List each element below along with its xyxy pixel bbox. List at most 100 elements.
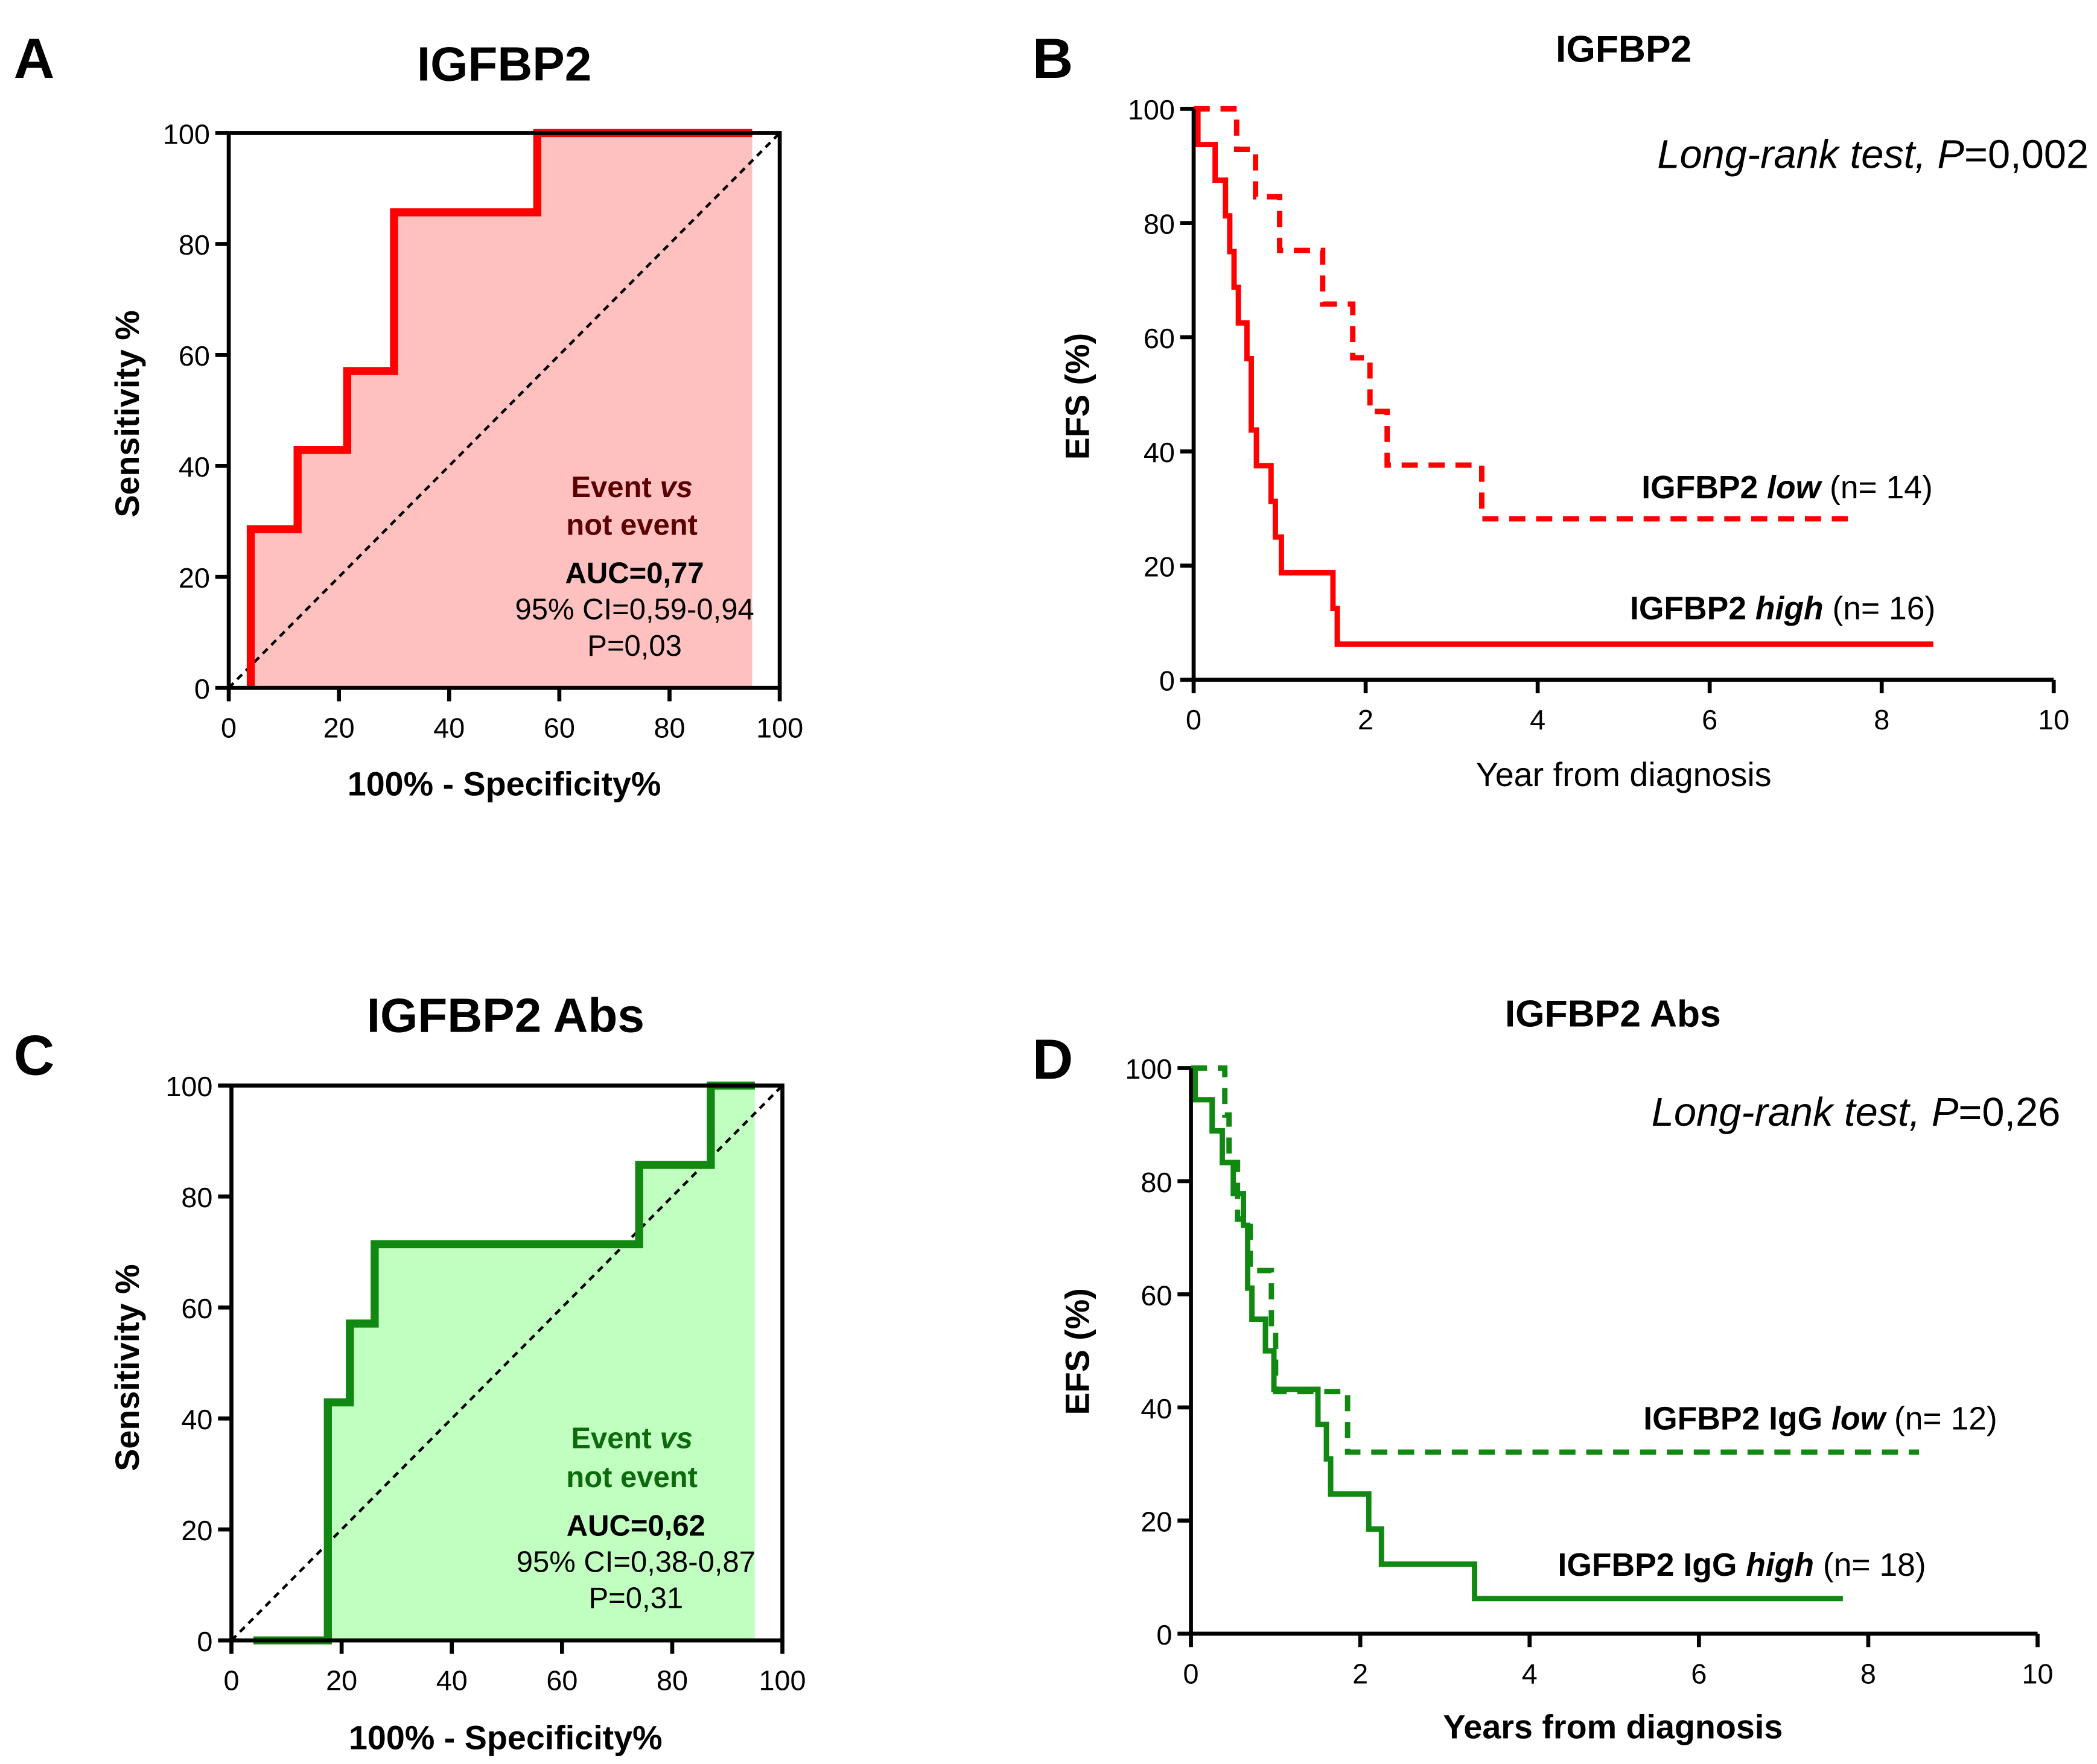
legend-n: (n= 18) [1814, 1547, 1926, 1583]
annotation-line2: not event [566, 1461, 698, 1494]
annotation-line1: Event [571, 1423, 660, 1455]
legend-bold: IGFBP2 [1630, 591, 1755, 627]
logrank-p-value: =0,26 [1958, 1090, 2060, 1135]
legend-italic: low [1767, 470, 1822, 506]
logrank-text: Long-rank test, [1657, 132, 1937, 177]
annotation-vs: vs [660, 1423, 693, 1455]
x-tick-label: 40 [436, 1665, 468, 1696]
x-tick-label: 60 [546, 1665, 578, 1696]
y-tick-label: 60 [181, 1293, 212, 1324]
roc-area [253, 1085, 755, 1641]
chart-d-ylabel: EFS (%) [1058, 1288, 1096, 1415]
y-tick-label: 20 [1144, 551, 1175, 582]
annotation-p: P=0,03 [587, 630, 682, 662]
y-tick-label: 80 [1144, 208, 1175, 240]
legend-bold: IGFBP2 IgG [1643, 1401, 1831, 1436]
x-tick-label: 2 [1352, 1658, 1368, 1689]
legend-italic: low [1831, 1401, 1887, 1436]
x-tick-label: 10 [2022, 1658, 2054, 1689]
x-tick-label: 100 [756, 712, 803, 744]
x-tick-label: 6 [1702, 704, 1717, 735]
chart-b-title: IGFBP2 [1556, 28, 1691, 70]
roc-curve [253, 1081, 755, 1645]
x-tick-label: 20 [326, 1665, 357, 1696]
km-curve-low [1194, 106, 1856, 522]
x-tick-label: 6 [1691, 1658, 1707, 1689]
km-curve-high [1191, 1065, 1843, 1602]
x-tick-label: 4 [1530, 704, 1545, 735]
x-tick-label: 0 [1183, 1658, 1199, 1689]
chart-d-xlabel: Years from diagnosis [1443, 1708, 1783, 1746]
panel-letter-b: B [1033, 27, 1074, 90]
y-tick-label: 60 [179, 340, 210, 372]
x-tick-label: 0 [1186, 704, 1201, 735]
x-tick-label: 40 [433, 712, 465, 744]
chart-b-legend-high: IGFBP2 high (n= 16) [1630, 591, 1935, 627]
x-tick-label: 100 [759, 1665, 806, 1696]
y-tick-label: 60 [1144, 323, 1175, 354]
y-tick-label: 0 [1156, 1619, 1172, 1651]
legend-n: (n= 14) [1821, 470, 1933, 506]
chart-c-xlabel: 100% - Specificity% [349, 1719, 663, 1757]
y-tick-label: 0 [197, 1626, 212, 1657]
legend-n: (n= 16) [1824, 591, 1936, 627]
y-tick-label: 40 [181, 1404, 212, 1435]
annotation-p: P=0,31 [589, 1582, 684, 1615]
x-tick-label: 0 [221, 712, 237, 744]
annotation-vs: vs [660, 471, 693, 504]
svg-text:Event vs: Event vs [571, 471, 693, 504]
chart-a-xlabel: 100% - Specificity% [348, 765, 661, 802]
chart-d-legend-high: IGFBP2 IgG high (n= 18) [1558, 1547, 1926, 1583]
logrank-p-label: P [1932, 1090, 1959, 1135]
x-tick-label: 4 [1522, 1658, 1538, 1689]
y-tick-label: 100 [163, 118, 210, 150]
x-tick-label: 8 [1874, 704, 1889, 735]
y-tick-label: 100 [1125, 1053, 1172, 1085]
roc-curve [246, 128, 753, 688]
plot-frame [229, 1083, 784, 1643]
x-tick-label: 20 [323, 712, 355, 744]
plot-frame [226, 131, 782, 690]
y-tick-label: 80 [179, 229, 210, 261]
svg-text:Event vs: Event vs [571, 1423, 693, 1455]
y-tick-label: 100 [165, 1071, 212, 1102]
panel-letter-c: C [14, 1024, 55, 1087]
panel-letter-a: A [14, 27, 55, 90]
y-tick-label: 80 [1141, 1167, 1172, 1198]
annotation-auc: AUC=0,77 [565, 557, 704, 590]
y-tick-label: 20 [181, 1515, 212, 1546]
chart-c-ylabel: Sensitivity % [109, 1264, 146, 1471]
annotation-ci: 95% CI=0,59-0,94 [515, 594, 754, 626]
y-tick-label: 40 [179, 451, 210, 483]
x-tick-label: 80 [654, 712, 685, 744]
annotation-ci: 95% CI=0,38-0,87 [517, 1546, 756, 1579]
chart-d-legend-low: IGFBP2 IgG low (n= 12) [1643, 1401, 1997, 1436]
x-tick-label: 10 [2038, 704, 2069, 735]
chart-a-ylabel: Sensitivity % [109, 310, 146, 517]
legend-n: (n= 12) [1885, 1401, 1997, 1436]
roc-area [250, 133, 753, 688]
reference-diagonal [230, 1084, 784, 1642]
chart-b-xlabel: Year from diagnosis [1476, 756, 1772, 793]
y-tick-label: 60 [1141, 1280, 1172, 1311]
x-tick-label: 60 [544, 712, 575, 744]
y-tick-label: 0 [1159, 665, 1175, 697]
y-tick-label: 20 [1141, 1506, 1172, 1537]
chart-a-plot: 0 20 40 60 80 100 0 20 40 60 80 100 [163, 118, 803, 743]
legend-bold: IGFBP2 IgG [1558, 1547, 1746, 1583]
chart-c-title: IGFBP2 Abs [367, 988, 644, 1042]
chart-b-logrank: Long-rank test, P=0,002 [1657, 132, 2089, 177]
chart-a-title: IGFBP2 [417, 37, 592, 91]
x-tick-label: 0 [223, 1665, 239, 1696]
chart-b-legend-low: IGFBP2 low (n= 14) [1641, 470, 1933, 506]
chart-d-title: IGFBP2 Abs [1505, 993, 1721, 1035]
y-tick-label: 0 [194, 673, 210, 705]
logrank-text: Long-rank test, [1652, 1090, 1932, 1135]
y-tick-label: 100 [1128, 94, 1175, 125]
reference-diagonal [228, 132, 781, 689]
chart-d-logrank: Long-rank test, P=0,26 [1652, 1090, 2061, 1135]
chart-a-annotation: Event vs not event AUC=0,77 95% CI=0,59-… [515, 471, 754, 662]
logrank-p-value: =0,002 [1964, 132, 2089, 177]
